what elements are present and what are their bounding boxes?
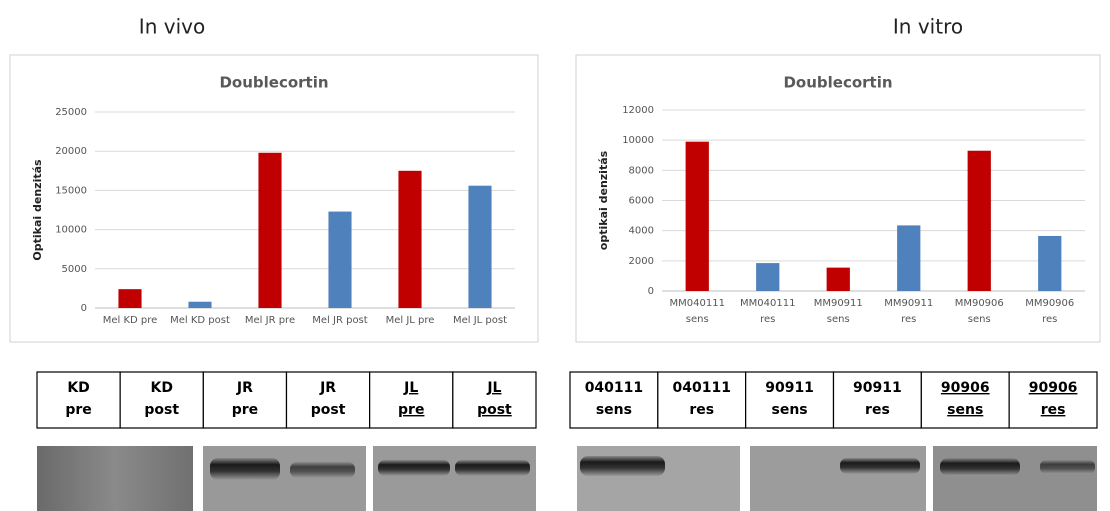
bar <box>686 142 709 291</box>
heading: In vitro <box>893 15 963 39</box>
cell-text: res <box>689 402 714 418</box>
cell-text: 040111 <box>585 380 643 396</box>
x-tick-label: MM040111 <box>740 298 795 309</box>
blot-band <box>290 462 355 478</box>
blot <box>933 446 1097 511</box>
blot <box>373 446 536 511</box>
x-tick-label: Mel JR post <box>312 315 367 326</box>
blot <box>577 446 740 511</box>
blot-band <box>840 458 920 474</box>
bar <box>968 151 991 291</box>
x-tick-label: Mel JR pre <box>245 315 295 326</box>
cell-text: sens <box>596 402 632 418</box>
x-tick-label: res <box>760 314 775 325</box>
y-tick-label: 15000 <box>55 185 87 196</box>
y-tick-label: 10000 <box>55 225 87 236</box>
cell-text: KD <box>151 380 173 396</box>
y-tick-label: 0 <box>648 286 654 297</box>
bar <box>118 289 141 308</box>
x-tick-label: MM040111 <box>670 298 725 309</box>
y-tick-label: 4000 <box>629 226 654 237</box>
heading: In vivo <box>139 15 205 39</box>
cell-text: 90906 <box>941 380 990 396</box>
chart-title: Doublecortin <box>783 74 892 92</box>
cell-text: JL <box>403 380 418 396</box>
cell-text: post <box>144 402 179 418</box>
bar <box>897 225 920 291</box>
y-axis-label: Optikai denzitás <box>31 159 44 261</box>
x-tick-label: MM90911 <box>814 298 863 309</box>
y-tick-label: 12000 <box>622 105 654 116</box>
cell-text: sens <box>772 402 808 418</box>
y-tick-label: 8000 <box>629 165 654 176</box>
y-tick-label: 0 <box>81 303 87 314</box>
cell-text: res <box>865 402 890 418</box>
x-tick-label: Mel JL pre <box>386 315 435 326</box>
cell-text: pre <box>398 402 424 418</box>
bar <box>756 263 779 291</box>
cell-text: post <box>311 402 346 418</box>
blot <box>750 446 926 511</box>
cell-text: KD <box>67 380 89 396</box>
y-tick-label: 25000 <box>55 107 87 118</box>
blot-band <box>455 460 530 476</box>
cell-text: res <box>1041 402 1066 418</box>
cell-text: post <box>477 402 512 418</box>
bar <box>468 186 491 308</box>
cell-text: pre <box>232 402 258 418</box>
cell-text: sens <box>947 402 983 418</box>
blot-band <box>210 458 280 480</box>
blot <box>37 446 193 511</box>
cell-text: JL <box>486 380 501 396</box>
x-tick-label: Mel KD post <box>170 315 230 326</box>
bar <box>258 153 281 308</box>
cell-text: pre <box>65 402 91 418</box>
bar <box>328 212 351 308</box>
y-tick-label: 20000 <box>55 146 87 157</box>
x-tick-label: res <box>901 314 916 325</box>
x-tick-label: MM90906 <box>955 298 1004 309</box>
y-tick-label: 10000 <box>622 135 654 146</box>
y-tick-label: 6000 <box>629 196 654 207</box>
cell-text: 040111 <box>673 380 731 396</box>
cell-text: JR <box>236 380 253 396</box>
bar <box>398 171 421 308</box>
x-tick-label: res <box>1042 314 1057 325</box>
x-tick-label: sens <box>827 314 850 325</box>
blot-band <box>1040 460 1095 474</box>
blot-images <box>37 446 1097 511</box>
bar <box>827 268 850 291</box>
y-tick-label: 5000 <box>62 264 87 275</box>
x-tick-label: MM90906 <box>1025 298 1074 309</box>
x-tick-label: Mel JL post <box>453 315 507 326</box>
cell-text: 90911 <box>853 380 902 396</box>
bar <box>1038 236 1061 291</box>
x-tick-label: sens <box>686 314 709 325</box>
x-tick-label: MM90911 <box>884 298 933 309</box>
x-tick-label: sens <box>968 314 991 325</box>
blot-band <box>940 458 1020 476</box>
slide: In vivo In vitro Doublecortin Optikai den… <box>0 0 1110 511</box>
cell-text: JR <box>319 380 336 396</box>
bar <box>188 302 211 308</box>
cell-text: 90906 <box>1029 380 1078 396</box>
blot-band <box>580 456 665 476</box>
y-axis-label: optikai denzitás <box>597 150 610 250</box>
cell-text: 90911 <box>765 380 814 396</box>
y-tick-label: 2000 <box>629 256 654 267</box>
chart-title: Doublecortin <box>219 74 328 92</box>
blot-band <box>378 460 450 476</box>
x-tick-label: Mel KD pre <box>103 315 158 326</box>
